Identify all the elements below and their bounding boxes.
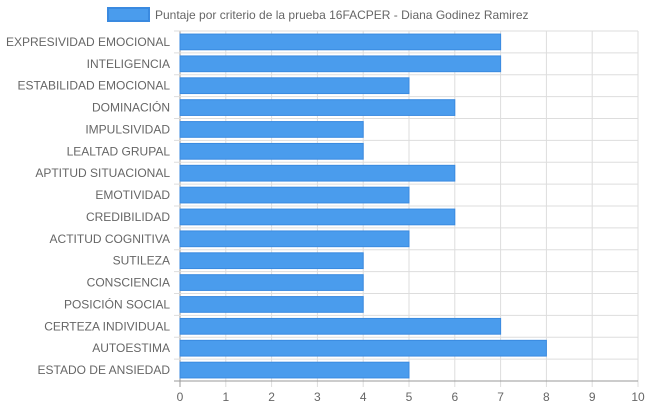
bar[interactable] [179, 186, 410, 204]
x-tick-label: 6 [451, 390, 458, 404]
category-label: EXPRESIVIDAD EMOCIONAL [6, 35, 170, 49]
bar[interactable] [179, 164, 456, 182]
bar[interactable] [179, 230, 410, 248]
x-tick-label: 2 [268, 390, 275, 404]
x-tick-label: 7 [497, 390, 504, 404]
category-label: ESTADO DE ANSIEDAD [38, 363, 171, 377]
category-label: CERTEZA INDIVIDUAL [44, 319, 170, 333]
bar[interactable] [179, 252, 364, 270]
bar[interactable] [179, 77, 410, 95]
bar[interactable] [179, 33, 502, 51]
x-tick-label: 10 [631, 390, 645, 404]
category-label: AUTOESTIMA [92, 341, 170, 355]
category-labels: EXPRESIVIDAD EMOCIONAL INTELIGENCIA ESTABI… [6, 35, 170, 377]
category-label: CREDIBILIDAD [86, 210, 170, 224]
x-tick-label: 0 [177, 390, 184, 404]
x-tick-label: 8 [543, 390, 550, 404]
category-label: INTELIGENCIA [87, 57, 170, 71]
category-label: DOMINACIÓN [92, 100, 170, 115]
x-axis-tick-labels: 0 1 2 3 4 5 6 7 8 9 10 [177, 390, 645, 404]
x-tick-label: 4 [360, 390, 367, 404]
legend-label: Puntaje por criterio de la prueba 16FACP… [155, 8, 529, 22]
x-tick-label: 9 [589, 390, 596, 404]
bar[interactable] [179, 274, 364, 291]
x-tick-label: 1 [222, 390, 229, 404]
category-label: EMOTIVIDAD [95, 188, 170, 202]
bar[interactable] [179, 55, 502, 73]
bar[interactable] [179, 208, 456, 226]
bar[interactable] [179, 317, 502, 335]
legend-swatch [107, 7, 150, 22]
bar[interactable] [179, 142, 364, 160]
category-label: ESTABILIDAD EMOCIONAL [18, 79, 171, 93]
bar[interactable] [179, 121, 364, 138]
category-label: SUTILEZA [113, 254, 170, 268]
category-label: LEALTAD GRUPAL [67, 144, 171, 158]
bar[interactable] [179, 361, 410, 379]
legend[interactable]: Puntaje por criterio de la prueba 16FACP… [107, 7, 529, 22]
bars [179, 33, 547, 379]
category-label: IMPULSIVIDAD [85, 122, 170, 136]
category-label: APTITUD SITUACIONAL [35, 166, 170, 180]
bar[interactable] [179, 296, 364, 313]
x-tick-label: 5 [406, 390, 413, 404]
bar[interactable] [179, 339, 547, 357]
category-label: ACTITUD COGNITIVA [50, 232, 170, 246]
x-tick-label: 3 [314, 390, 321, 404]
category-label: CONSCIENCIA [87, 276, 170, 290]
category-label: POSICIÓN SOCIAL [64, 296, 170, 311]
bar[interactable] [179, 99, 456, 116]
